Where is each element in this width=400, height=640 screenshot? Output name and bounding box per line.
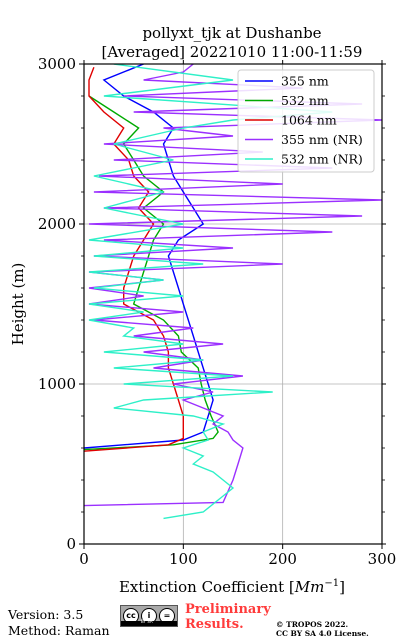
cc-label: BY SA	[141, 619, 153, 624]
legend-label-2: 1064 nm	[281, 113, 337, 128]
y-ticks: 0 1000 2000 3000	[38, 55, 386, 553]
x-tick-label-3: 300	[368, 550, 397, 568]
legend-label-1: 532 nm	[281, 93, 329, 108]
y-tick-label-2: 2000	[38, 215, 76, 233]
legend-box	[237, 69, 375, 173]
copyright-line-1: © TROPOS 2022.	[276, 620, 349, 629]
chart-subtitle: [Averaged] 20221010 11:00-11:59	[102, 43, 363, 61]
series-lines	[84, 64, 382, 520]
x-axis-label: Extinction Coefficient [Mm−1]	[119, 578, 345, 596]
series-line-2	[84, 66, 185, 452]
x-tick-label-2: 200	[268, 550, 297, 568]
preliminary-line-1: Preliminary	[185, 602, 271, 617]
legend-label-4: 532 nm (NR)	[281, 152, 363, 167]
copyright-notice: © TROPOS 2022. CC BY SA 4.0 License.	[276, 620, 369, 638]
cc-label-bar: BY SA	[121, 619, 177, 626]
preliminary-notice: Preliminary Results.	[185, 602, 271, 632]
y-tick-label-3: 3000	[38, 55, 76, 73]
extinction-profile-chart: pollyxt_tjk at Dushanbe [Averaged] 20221…	[9, 24, 396, 596]
y-tick-label-1: 1000	[38, 375, 76, 393]
version-text: Version: 3.5	[8, 607, 84, 622]
x-ticks: 0 100 200 300	[79, 60, 396, 568]
copyright-line-2: CC BY SA 4.0 License.	[276, 629, 369, 638]
preliminary-line-2: Results.	[185, 617, 244, 632]
x-tick-label-0: 0	[79, 550, 89, 568]
x-tick-label-1: 100	[169, 550, 198, 568]
plot-frame	[83, 63, 383, 545]
legend-label-0: 355 nm	[281, 74, 329, 89]
legend: 355 nm 532 nm 1064 nm 355 nm (NR) 532 nm (NR…	[237, 69, 375, 173]
cc-license-badge: cc i = BY SA	[120, 605, 178, 627]
legend-label-3: 355 nm (NR)	[281, 132, 363, 147]
y-tick-label-0: 0	[66, 535, 76, 553]
method-text: Method: Raman	[8, 623, 110, 638]
series-line-4	[88, 64, 333, 520]
chart-title: pollyxt_tjk at Dushanbe	[142, 24, 321, 42]
y-axis-label: Height (m)	[9, 263, 27, 346]
series-line-1	[84, 95, 219, 451]
